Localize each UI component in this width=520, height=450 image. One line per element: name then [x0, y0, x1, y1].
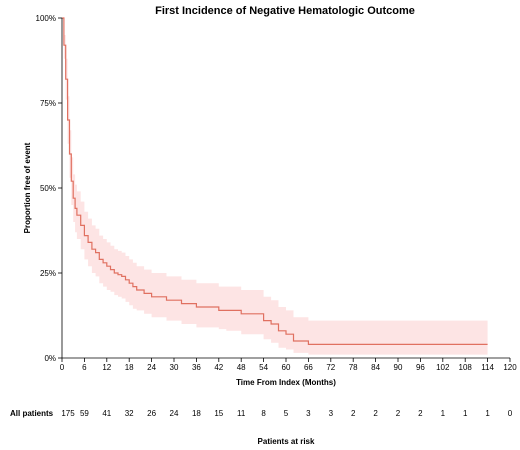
y-axis-label: Proportion free of event: [23, 142, 32, 233]
x-tick-label: 120: [503, 363, 517, 372]
y-tick-label: 50%: [40, 184, 56, 193]
risk-count: 18: [192, 409, 201, 418]
y-tick-label: 100%: [36, 14, 56, 23]
plot-area: [62, 17, 488, 355]
risk-table-caption: Patients at risk: [258, 437, 315, 446]
risk-row-label: All patients: [10, 409, 54, 418]
risk-count: 1: [463, 409, 468, 418]
x-tick-label: 54: [259, 363, 268, 372]
risk-count: 8: [261, 409, 266, 418]
risk-count: 175: [61, 409, 75, 418]
x-tick-label: 0: [60, 363, 65, 372]
confidence-band: [62, 18, 488, 355]
y-axis-ticks: 0% 25% 50% 75% 100%: [36, 14, 62, 363]
x-tick-label: 66: [304, 363, 313, 372]
risk-count: 11: [237, 409, 246, 418]
risk-count: 3: [329, 409, 334, 418]
y-tick-label: 0%: [44, 354, 56, 363]
x-tick-label: 84: [371, 363, 380, 372]
x-tick-label: 78: [349, 363, 358, 372]
x-tick-label: 12: [102, 363, 111, 372]
x-tick-label: 90: [394, 363, 403, 372]
x-tick-label: 60: [282, 363, 291, 372]
x-tick-label: 108: [459, 363, 473, 372]
x-tick-label: 42: [214, 363, 223, 372]
survival-curve: [62, 17, 488, 345]
x-tick-label: 114: [481, 363, 494, 372]
risk-table: All patients 175 59 41 32 26 24 18 15 11 8 5 3 3 2 2 2 2…: [10, 409, 513, 418]
risk-count: 2: [396, 409, 401, 418]
risk-count: 15: [214, 409, 223, 418]
risk-count: 2: [351, 409, 356, 418]
risk-count: 2: [373, 409, 378, 418]
risk-count: 41: [102, 409, 111, 418]
x-tick-label: 36: [192, 363, 201, 372]
risk-count: 26: [147, 409, 156, 418]
risk-count: 2: [418, 409, 423, 418]
y-tick-label: 75%: [40, 99, 56, 108]
x-tick-label: 24: [147, 363, 156, 372]
x-tick-label: 18: [125, 363, 134, 372]
x-tick-label: 30: [170, 363, 179, 372]
y-tick-label: 25%: [40, 269, 56, 278]
risk-count: 0: [508, 409, 513, 418]
x-tick-label: 96: [416, 363, 425, 372]
risk-count: 3: [306, 409, 311, 418]
chart-title: First Incidence of Negative Hematologic …: [155, 5, 415, 17]
x-axis-ticks: 0 6 12 18 24 30 36 42 48 54 60 66 72 78 84 90 96 102 108 11…: [60, 358, 517, 372]
x-tick-label: 102: [436, 363, 450, 372]
risk-count: 5: [284, 409, 289, 418]
risk-count: 59: [80, 409, 89, 418]
risk-count: 1: [485, 409, 490, 418]
risk-count: 1: [441, 409, 446, 418]
x-axis-label: Time From Index (Months): [236, 378, 336, 387]
x-tick-label: 48: [237, 363, 246, 372]
x-tick-label: 6: [82, 363, 87, 372]
risk-count: 24: [170, 409, 179, 418]
risk-count: 32: [125, 409, 134, 418]
x-tick-label: 72: [326, 363, 335, 372]
